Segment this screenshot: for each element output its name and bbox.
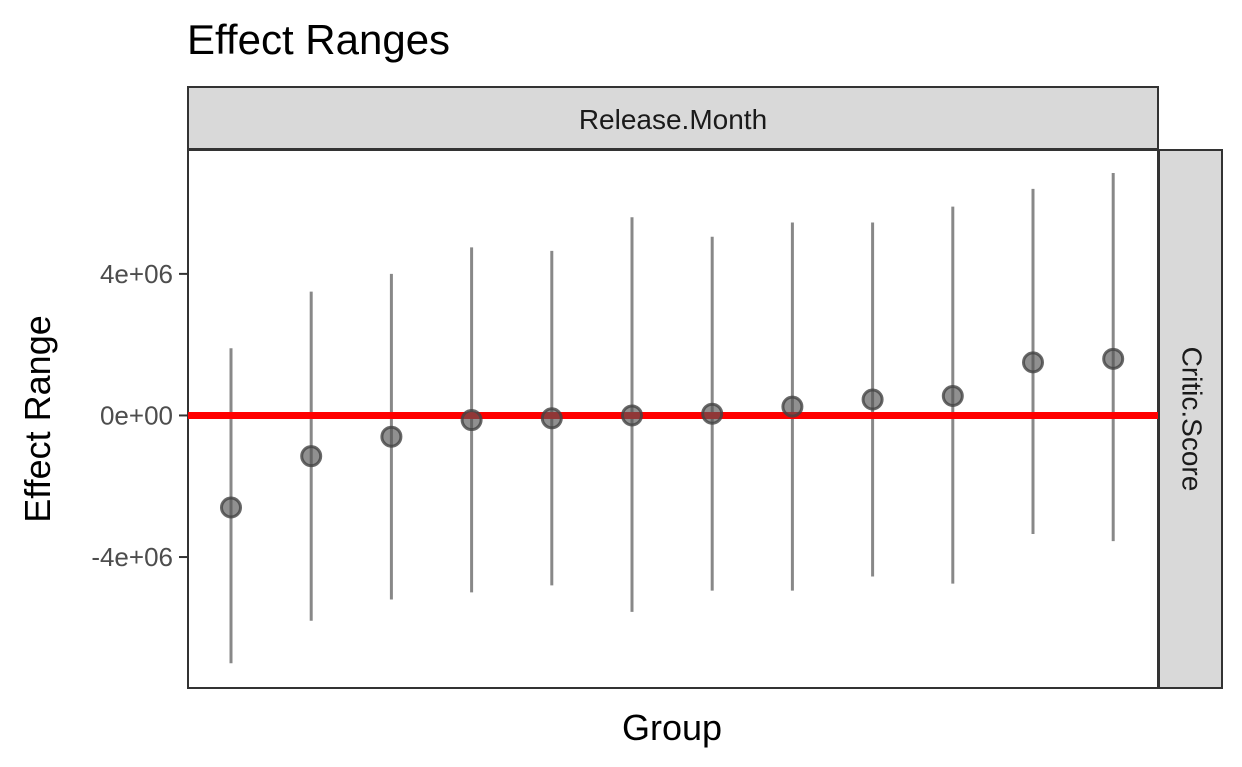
data-point <box>621 404 643 427</box>
data-point <box>941 384 964 407</box>
data-point <box>220 496 242 519</box>
chart-title: Effect Ranges <box>187 16 450 63</box>
x-axis-label: Group <box>622 707 722 748</box>
data-point <box>701 402 724 425</box>
facet-strip-right <box>1158 149 1223 689</box>
y-tick-label: 4e+06 <box>100 259 173 289</box>
plot-panel <box>187 149 1159 689</box>
data-point <box>781 395 804 418</box>
data-point <box>540 407 563 430</box>
data-marks <box>188 173 1158 664</box>
data-point <box>300 445 323 468</box>
facet-strip-top <box>187 86 1159 150</box>
facet-label-right: Critic.Score <box>1177 347 1208 492</box>
y-tick-label: 0e+00 <box>100 400 173 430</box>
y-axis-label: Effect Range <box>17 315 58 522</box>
facet-label-top: Release.Month <box>579 104 767 135</box>
data-point <box>1022 351 1044 374</box>
data-point <box>1102 347 1125 370</box>
data-point <box>380 425 403 448</box>
data-point <box>460 409 483 432</box>
y-axis: 4e+06 0e+00 -4e+06 <box>91 259 188 572</box>
y-tick-label: -4e+06 <box>91 542 173 572</box>
data-point <box>861 388 884 411</box>
